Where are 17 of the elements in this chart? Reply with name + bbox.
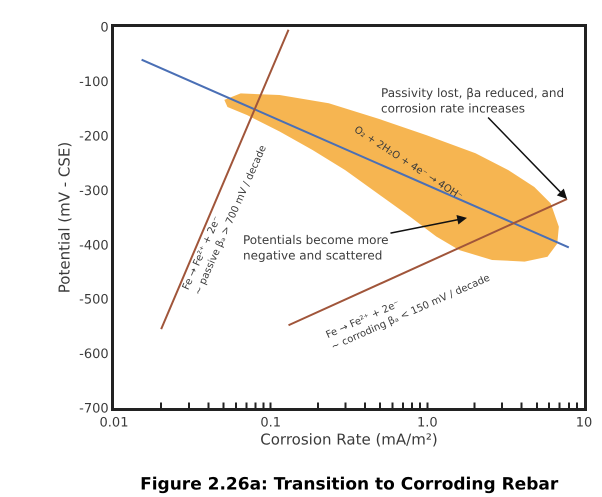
y-tick-label: -300	[79, 184, 109, 199]
x-tick-label: 0.01	[100, 415, 128, 430]
annotation: Potentials become more negative and scattered	[243, 233, 389, 263]
y-tick-label: -200	[79, 129, 109, 144]
y-tick-label: -700	[79, 402, 109, 417]
y-tick-label: -100	[79, 74, 109, 90]
x-tick-label: 1.0	[416, 415, 438, 430]
y-tick-label: -600	[79, 347, 109, 362]
y-axis-title: Potential (mV - CSE)	[55, 142, 74, 294]
y-tick-label: -400	[79, 238, 109, 254]
x-tick-label: 10	[576, 415, 592, 430]
y-tick-label: 0	[100, 20, 109, 36]
text: Figure 2.26a: Transition to Corroding Rebar	[140, 474, 559, 495]
annotation: Passivity lost, βa reduced, and corrosion rate increases	[381, 86, 564, 116]
x-axis-title: Corrosion Rate (mA/m²)	[260, 430, 438, 448]
y-tick-label: -500	[79, 292, 109, 308]
x-tick-label: 0.1	[260, 415, 282, 430]
